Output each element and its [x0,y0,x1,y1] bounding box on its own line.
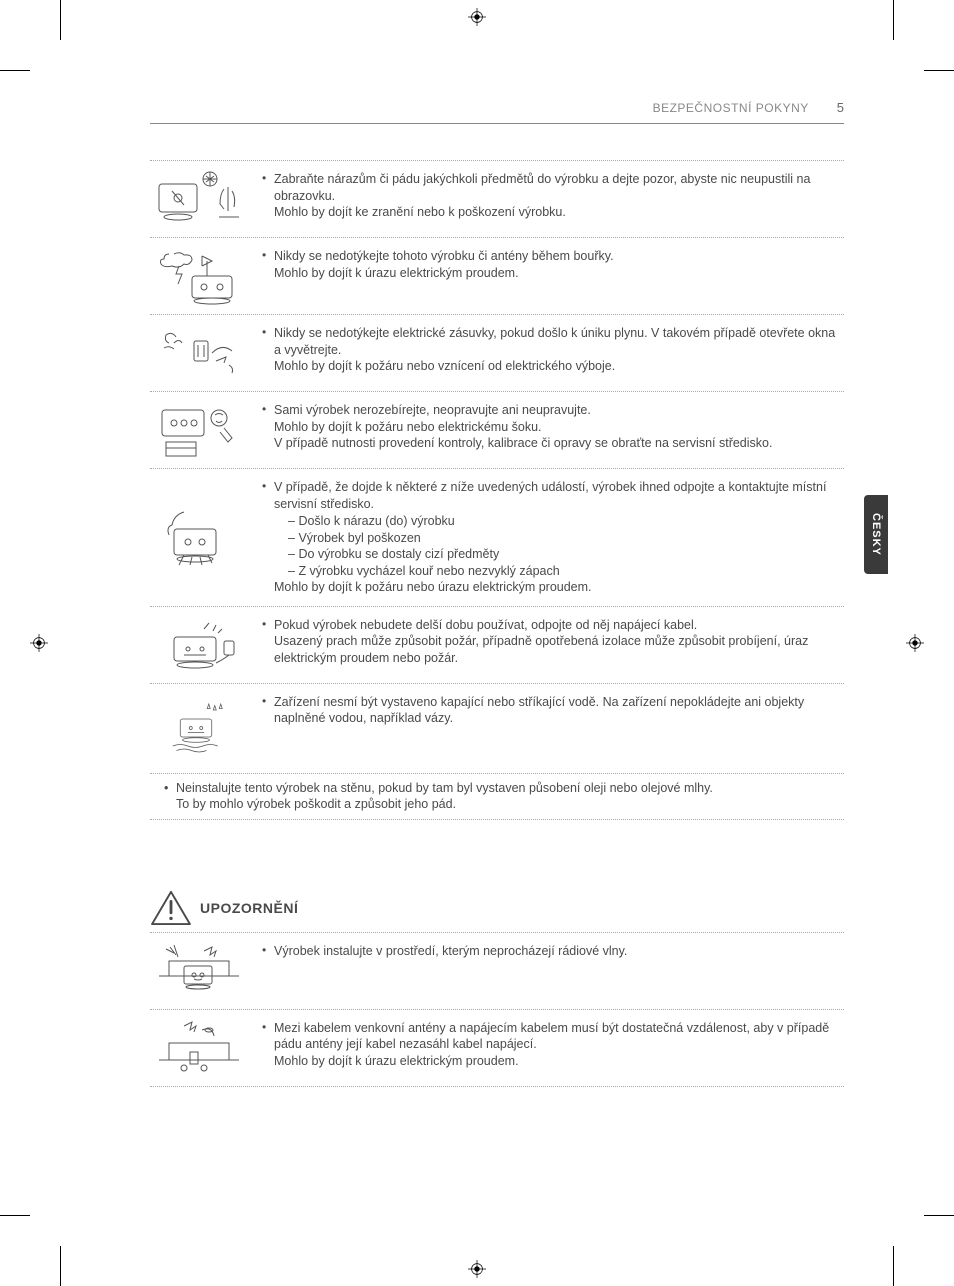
instruction-row: Nikdy se nedotýkejte tohoto výrobku či a… [150,237,844,314]
instruction-main: Neinstalujte tento výrobek na stěnu, pok… [176,781,713,795]
page-number: 5 [837,100,844,115]
caution-text: Mezi kabelem venkovní antény a napájecím… [248,1014,844,1082]
caution-text: Výrobek instalujte v prostředí, kterým n… [248,937,844,1005]
instruction-text: Sami výrobek nerozebírejte, neopravujte … [248,396,844,464]
illustration-storm-icon [150,242,248,310]
instruction-subitem: Do výrobku se dostaly cizí předměty [288,546,836,563]
instruction-row: Pokud výrobek nebudete delší dobu použív… [150,606,844,683]
instruction-text: Zařízení nesmí být vystaveno kapající ne… [248,688,844,769]
illustration-impact-icon [150,165,248,233]
instruction-subitem: Z výrobku vycházel kouř nebo nezvyklý zá… [288,563,836,580]
instruction-text: V případě, že dojde k některé z níže uve… [248,473,844,602]
registration-mark-icon [30,634,48,652]
registration-mark-icon [906,634,924,652]
section-title: BEZPEČNOSTNÍ POKYNY [653,101,809,115]
instruction-row-fullwidth: Neinstalujte tento výrobek na stěnu, pok… [150,773,844,820]
instruction-text: Nikdy se nedotýkejte tohoto výrobku či a… [248,242,844,310]
instruction-note: Mohlo by dojít k požáru nebo elektrickém… [274,420,542,434]
instruction-text: Zabraňte nárazům či pádu jakýchkoli před… [248,165,844,233]
instruction-main: Zabraňte nárazům či pádu jakýchkoli před… [274,172,810,203]
caution-header: UPOZORNĚNÍ [150,890,844,926]
caution-main: Mezi kabelem venkovní antény a napájecím… [274,1021,829,1052]
instruction-text: Nikdy se nedotýkejte elektrické zásuvky,… [248,319,844,387]
instruction-subitem: Výrobek byl poškozen [288,530,836,547]
caution-section: UPOZORNĚNÍ Výrobek instalujte v prostřed… [150,890,844,1087]
caution-row: Výrobek instalujte v prostředí, kterým n… [150,932,844,1009]
instruction-main: Sami výrobek nerozebírejte, neopravujte … [274,403,591,417]
illustration-antenna-distance-icon [150,1014,248,1082]
instruction-main: Pokud výrobek nebudete delší dobu použív… [274,618,697,632]
caution-main: Výrobek instalujte v prostředí, kterým n… [274,944,627,958]
instruction-subitems: Došlo k nárazu (do) výrobku Výrobek byl … [274,513,836,579]
instruction-note: Usazený prach může způsobit požár, přípa… [274,634,808,665]
instruction-row: Zabraňte nárazům či pádu jakýchkoli před… [150,160,844,237]
instruction-main: Zařízení nesmí být vystaveno kapající ne… [274,695,804,726]
instruction-main: Nikdy se nedotýkejte tohoto výrobku či a… [274,249,614,263]
instruction-note: Mohlo by dojít k požáru nebo úrazu elekt… [274,580,592,594]
instruction-main: Nikdy se nedotýkejte elektrické zásuvky,… [274,326,835,357]
instruction-note: Mohlo by dojít k požáru nebo vznícení od… [274,359,615,373]
illustration-disassemble-icon [150,396,248,464]
registration-mark-icon [468,8,486,26]
illustration-unplug-icon [150,611,248,679]
caution-title: UPOZORNĚNÍ [200,900,298,916]
illustration-damage-icon [150,473,248,602]
instruction-row: Sami výrobek nerozebírejte, neopravujte … [150,391,844,468]
instruction-note: To by mohlo výrobek poškodit a způsobit … [176,797,456,811]
illustration-radio-waves-icon [150,937,248,1005]
instruction-note2: V případě nutnosti provedení kontroly, k… [274,436,772,450]
registration-mark-icon [468,1260,486,1278]
instruction-row: Zařízení nesmí být vystaveno kapající ne… [150,683,844,773]
illustration-gas-icon [150,319,248,387]
illustration-water-icon [150,688,248,769]
instruction-note: Mohlo by dojít ke zranění nebo k poškoze… [274,205,566,219]
instruction-row: V případě, že dojde k některé z níže uve… [150,468,844,606]
caution-row: Mezi kabelem venkovní antény a napájecím… [150,1009,844,1087]
instruction-main: V případě, že dojde k některé z níže uve… [274,480,826,511]
caution-note: Mohlo by dojít k úrazu elektrickým proud… [274,1054,519,1068]
instruction-note: Mohlo by dojít k úrazu elektrickým proud… [274,266,519,280]
page-header: BEZPEČNOSTNÍ POKYNY 5 [150,100,844,124]
instruction-text: Pokud výrobek nebudete delší dobu použív… [248,611,844,679]
instruction-row: Nikdy se nedotýkejte elektrické zásuvky,… [150,314,844,391]
instruction-subitem: Došlo k nárazu (do) výrobku [288,513,836,530]
language-tab: ČESKY [864,495,888,574]
safety-instructions: Zabraňte nárazům či pádu jakýchkoli před… [150,160,844,820]
caution-triangle-icon [150,890,192,926]
